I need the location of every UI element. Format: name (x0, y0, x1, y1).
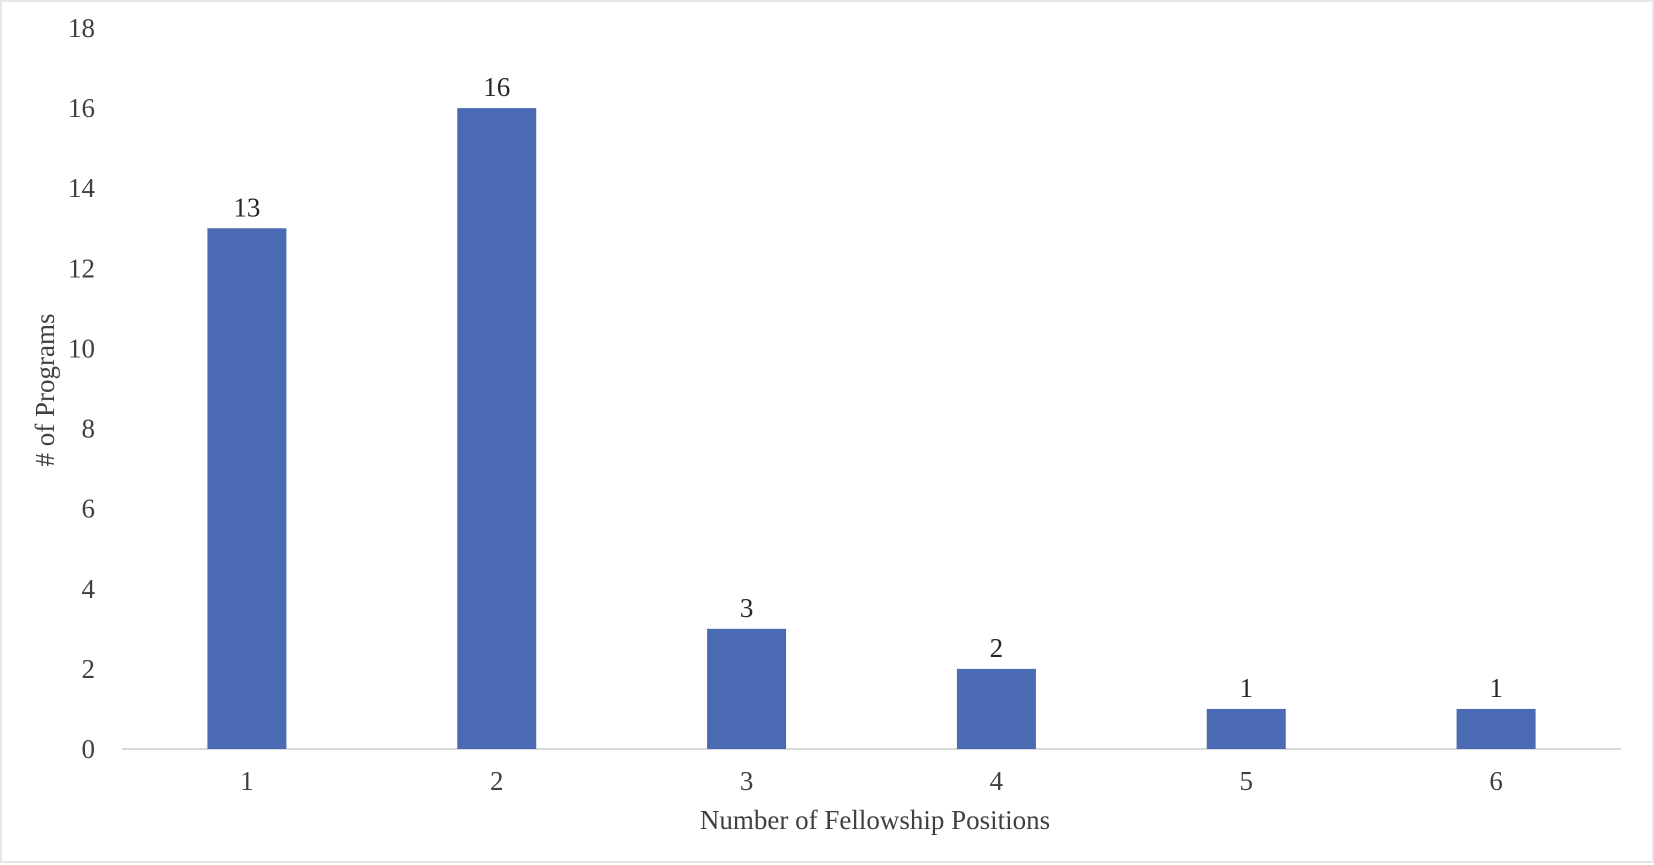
bar-value-label: 2 (990, 633, 1004, 663)
bar-value-label: 13 (233, 192, 260, 222)
y-tick-label: 16 (68, 93, 95, 123)
y-tick-label: 2 (82, 654, 96, 684)
bar-value-label: 16 (483, 72, 510, 102)
data-labels: 13 16 3 2 1 1 (233, 72, 1502, 703)
y-tick-label: 12 (68, 253, 95, 283)
y-tick-label: 10 (68, 333, 95, 363)
bar-value-label: 3 (740, 593, 754, 623)
x-tick-label: 1 (240, 766, 254, 796)
y-axis-ticks: 0 2 4 6 8 10 12 14 16 18 (68, 13, 96, 764)
x-axis-title: Number of Fellowship Positions (700, 805, 1050, 835)
bars (207, 108, 1536, 750)
y-tick-label: 18 (68, 13, 95, 43)
x-tick-label: 5 (1240, 766, 1254, 796)
y-axis-title: # of Programs (30, 314, 60, 467)
y-tick-label: 6 (82, 494, 96, 524)
bar-value-label: 1 (1240, 673, 1254, 703)
y-tick-label: 4 (82, 574, 96, 604)
x-tick-label: 2 (490, 766, 504, 796)
y-tick-label: 0 (82, 734, 96, 764)
x-tick-label: 3 (740, 766, 754, 796)
bar (207, 228, 287, 749)
x-tick-label: 4 (990, 766, 1004, 796)
bar (707, 628, 787, 749)
bar (1206, 708, 1286, 749)
bar (956, 668, 1036, 749)
bar (457, 108, 537, 750)
x-axis-ticks: 1 2 3 4 5 6 (240, 766, 1503, 796)
bar (1456, 708, 1536, 749)
x-tick-label: 6 (1489, 766, 1503, 796)
y-tick-label: 14 (68, 173, 96, 203)
bar-value-label: 1 (1489, 673, 1503, 703)
y-tick-label: 8 (82, 414, 96, 444)
